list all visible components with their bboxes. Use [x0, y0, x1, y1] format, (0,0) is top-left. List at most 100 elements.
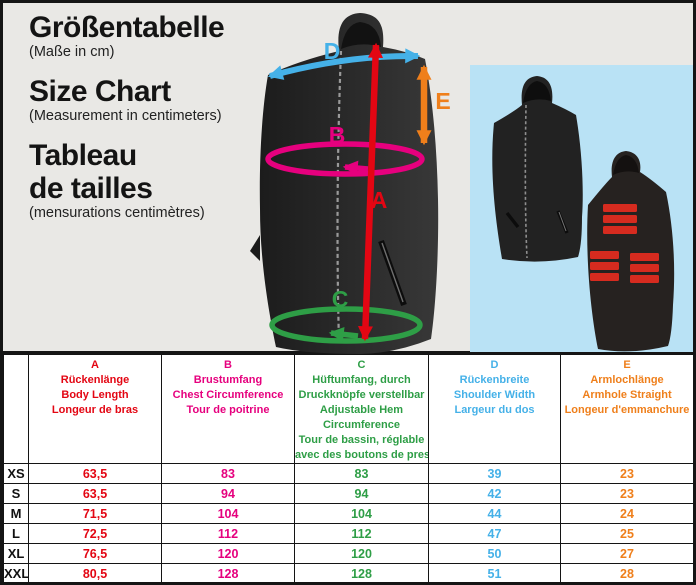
subtitle-french: (mensurations centimètres) — [29, 205, 205, 221]
cell-b: 120 — [161, 543, 295, 564]
header-line: Druckknöpfe verstellbar — [298, 389, 425, 401]
header-line: Largeur du dos — [454, 404, 535, 416]
column-letter-e: E — [623, 359, 631, 371]
cell-e: 23 — [560, 463, 693, 484]
vest-front-photo — [492, 76, 583, 262]
cell-a: 63,5 — [28, 463, 162, 484]
measure-arrow-a — [357, 42, 384, 342]
table-row: S 63,5 94 94 42 23 — [3, 483, 693, 504]
subtitle-german: (Maße in cm) — [29, 44, 115, 60]
cell-e: 27 — [560, 543, 693, 564]
title-french-line1: Tableau — [29, 139, 137, 172]
table-row: XL 76,5 120 120 50 27 — [3, 543, 693, 564]
cell-a: 72,5 — [28, 523, 162, 544]
header-line: Body Length — [61, 389, 129, 401]
cell-e: 25 — [560, 523, 693, 544]
measure-arrow-c — [328, 326, 359, 342]
cell-b: 104 — [161, 503, 295, 524]
column-header-b: B Brustumfang Chest Circumference Tour d… — [161, 354, 295, 464]
label-e: E — [435, 88, 450, 114]
cell-c: 120 — [294, 543, 429, 564]
header-line: Armlochlänge — [590, 374, 664, 386]
header-line: Adjustable Hem — [319, 404, 404, 416]
header-line: Chest Circumference — [172, 389, 284, 401]
header-line: avec des boutons de presse — [295, 449, 429, 461]
label-d: D — [324, 38, 341, 64]
cell-d: 51 — [428, 563, 561, 582]
header-line: Rückenbreite — [459, 374, 530, 386]
column-header-e: E Armlochlänge Armhole Straight Longeur … — [560, 354, 693, 464]
header-section: Größentabelle (Maße in cm) Size Chart (M… — [3, 3, 693, 354]
header-line: Armhole Straight — [582, 389, 672, 401]
vest-back-photo — [587, 151, 675, 352]
side-flap — [250, 235, 260, 261]
cell-d: 39 — [428, 463, 561, 484]
heating-pads — [590, 204, 659, 283]
label-a: A — [371, 187, 388, 213]
table-header-row: A Rückenlänge Body Length Longeur de bra… — [3, 354, 693, 464]
size-table-section: A Rückenlänge Body Length Longeur de bra… — [3, 354, 693, 582]
column-header-d: D Rückenbreite Shoulder Width Largeur du… — [428, 354, 561, 464]
product-photo-panel — [470, 65, 693, 352]
size-label: L — [3, 523, 29, 544]
title-block: Größentabelle (Maße in cm) Size Chart (M… — [29, 11, 244, 236]
size-label: M — [3, 503, 29, 524]
cell-a: 76,5 — [28, 543, 162, 564]
vest-front-illustration — [250, 13, 439, 354]
column-header-c: C Hüftumfang, durch Druckknöpfe verstell… — [294, 354, 429, 464]
measure-arrow-b — [342, 160, 369, 176]
cell-c: 104 — [294, 503, 429, 524]
cell-a: 80,5 — [28, 563, 162, 582]
table-row: XS 63,5 83 83 39 23 — [3, 463, 693, 484]
column-letter-a: A — [91, 359, 99, 371]
subtitle-english: (Measurement in centimeters) — [29, 108, 222, 124]
cell-d: 44 — [428, 503, 561, 524]
cell-e: 24 — [560, 503, 693, 524]
header-line: Hüftumfang, durch — [312, 374, 411, 386]
label-c: C — [332, 286, 349, 312]
size-label: XL — [3, 543, 29, 564]
column-header-a: A Rückenlänge Body Length Longeur de bra… — [28, 354, 162, 464]
title-english: Size Chart — [29, 75, 171, 108]
vest-measurement-diagram: D E B A C — [250, 13, 451, 354]
table-row: L 72,5 112 112 47 25 — [3, 523, 693, 544]
cell-e: 23 — [560, 483, 693, 504]
header-line: Tour de bassin, réglable — [298, 434, 425, 446]
measure-ellipse-c — [269, 306, 423, 344]
size-label: S — [3, 483, 29, 504]
header-line: Circumference — [322, 419, 401, 431]
zipper-line — [336, 50, 343, 344]
cell-b: 94 — [161, 483, 295, 504]
cell-d: 50 — [428, 543, 561, 564]
header-line: Shoulder Width — [453, 389, 536, 401]
table-row: XXL 80,5 128 128 51 28 — [3, 563, 693, 582]
title-french-line2: de tailles — [29, 172, 153, 205]
corner-cell — [3, 354, 29, 464]
cell-a: 71,5 — [28, 503, 162, 524]
size-table: A Rückenlänge Body Length Longeur de bra… — [3, 354, 693, 582]
cell-c: 128 — [294, 563, 429, 582]
label-b: B — [329, 122, 346, 148]
measure-arrow-d — [267, 48, 421, 80]
cell-b: 128 — [161, 563, 295, 582]
cell-b: 83 — [161, 463, 295, 484]
size-label: XS — [3, 463, 29, 484]
column-letter-b: B — [224, 359, 232, 371]
cell-d: 47 — [428, 523, 561, 544]
table-row: M 71,5 104 104 44 24 — [3, 503, 693, 524]
header-line: Rückenlänge — [60, 374, 130, 386]
cell-c: 94 — [294, 483, 429, 504]
header-line: Longeur d'emmanchure — [564, 404, 690, 416]
cell-b: 112 — [161, 523, 295, 544]
header-line: Longeur de bras — [51, 404, 139, 416]
column-letter-c: C — [357, 359, 366, 371]
cell-e: 28 — [560, 563, 693, 582]
header-line: Brustumfang — [193, 374, 263, 386]
cell-d: 42 — [428, 483, 561, 504]
column-letter-d: D — [490, 359, 499, 371]
header-line: Tour de poitrine — [186, 404, 270, 416]
cell-c: 83 — [294, 463, 429, 484]
pocket-zipper — [381, 242, 404, 303]
cell-c: 112 — [294, 523, 429, 544]
